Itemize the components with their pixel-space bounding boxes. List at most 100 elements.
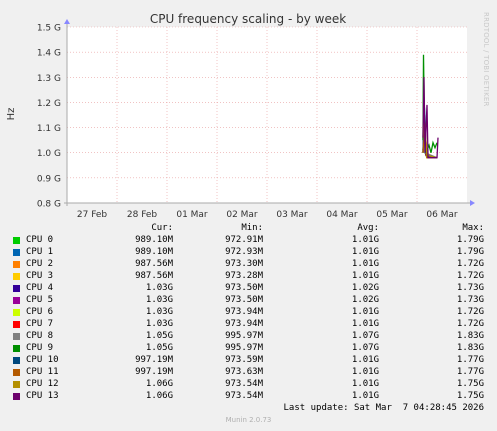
legend-swatch [13, 273, 20, 280]
x-tick-label: 03 Mar [276, 210, 308, 220]
legend-cur: 987.56M [135, 271, 173, 281]
legend-swatch [13, 381, 20, 388]
legend-avg: 1.07G [351, 331, 379, 341]
legend-avg: 1.01G [351, 307, 379, 317]
legend-series-name: CPU 6 [26, 307, 54, 317]
legend-avg: 1.01G [351, 379, 379, 389]
legend-cur: 997.19M [135, 367, 173, 377]
y-tick-label: 1.5 G [37, 24, 61, 34]
legend-series-name: CPU 7 [26, 319, 54, 329]
legend-series-name: CPU 12 [26, 379, 59, 389]
legend-row: CPU 1 989.10M 972.93M 1.01G 1.79G [0, 247, 497, 259]
legend-series-name: CPU 11 [26, 367, 59, 377]
y-tick-label: 1.1 G [37, 124, 61, 134]
legend-min: 973.59M [225, 355, 263, 365]
chart-title: CPU frequency scaling - by week [150, 12, 346, 26]
legend-min: 973.28M [225, 271, 263, 281]
series-line-cpu-13 [422, 77, 439, 159]
legend-series-name: CPU 3 [26, 271, 54, 281]
legend-min: 973.94M [225, 307, 263, 317]
legend-avg: 1.07G [351, 343, 379, 353]
legend-max: 1.79G [456, 235, 484, 245]
legend-row: CPU 7 1.03G 973.94M 1.01G 1.72G [0, 319, 497, 331]
legend-row: CPU 12 1.06G 973.54M 1.01G 1.75G [0, 379, 497, 391]
legend-min: 973.50M [225, 283, 263, 293]
legend-cur: 1.05G [145, 331, 173, 341]
legend-row: CPU 11 997.19M 973.63M 1.01G 1.77G [0, 367, 497, 379]
munin-version: Munin 2.0.73 [225, 416, 272, 424]
legend-swatch [13, 261, 20, 268]
legend-row: CPU 6 1.03G 973.94M 1.01G 1.72G [0, 307, 497, 319]
legend-cur: 1.06G [145, 379, 173, 389]
legend-swatch [13, 309, 20, 316]
legend-max: 1.73G [456, 295, 484, 305]
legend-max: 1.72G [456, 307, 484, 317]
legend-cur: 1.06G [145, 391, 173, 401]
legend-min: 972.91M [225, 235, 263, 245]
legend-avg: 1.02G [351, 295, 379, 305]
legend-swatch [13, 285, 20, 292]
legend-swatch [13, 333, 20, 340]
legend-avg: 1.01G [351, 271, 379, 281]
legend-max: 1.75G [456, 379, 484, 389]
legend-max: 1.72G [456, 271, 484, 281]
legend-cur: 989.10M [135, 247, 173, 257]
x-tick-label: 02 Mar [226, 210, 258, 220]
legend-header-min: Min: [241, 223, 263, 233]
legend-max: 1.83G [456, 331, 484, 341]
legend-max: 1.73G [456, 283, 484, 293]
legend-cur: 987.56M [135, 259, 173, 269]
legend-cur: 989.10M [135, 235, 173, 245]
legend-max: 1.72G [456, 319, 484, 329]
legend-series-name: CPU 9 [26, 343, 54, 353]
legend-cur: 1.05G [145, 343, 173, 353]
legend-swatch [13, 249, 20, 256]
legend-cur: 997.19M [135, 355, 173, 365]
x-tick-label: 06 Mar [426, 210, 458, 220]
legend-min: 972.93M [225, 247, 263, 257]
legend-avg: 1.01G [351, 391, 379, 401]
legend-swatch [13, 321, 20, 328]
last-update: Last update: Sat Mar 7 04:28:45 2026 [283, 403, 484, 413]
legend-avg: 1.01G [351, 247, 379, 257]
x-tick-labels: 27 Feb 28 Feb 01 Mar 02 Mar 03 Mar 04 Mar 05 M… [77, 210, 458, 220]
legend-max: 1.77G [456, 367, 484, 377]
y-tick-label: 0.8 G [37, 200, 61, 210]
legend-cur: 1.03G [145, 319, 173, 329]
legend-min: 973.50M [225, 295, 263, 305]
x-tick-label: 01 Mar [176, 210, 208, 220]
legend-max: 1.75G [456, 391, 484, 401]
legend-swatch [13, 345, 20, 352]
legend-avg: 1.01G [351, 355, 379, 365]
legend-swatch [13, 393, 20, 400]
legend-swatch [13, 297, 20, 304]
legend-avg: 1.01G [351, 259, 379, 269]
legend-min: 973.63M [225, 367, 263, 377]
legend-row: CPU 5 1.03G 973.50M 1.02G 1.73G [0, 295, 497, 307]
legend-avg: 1.02G [351, 283, 379, 293]
y-tick-labels: 0.8 G 0.9 G 1.0 G 1.1 G 1.2 G 1.3 G 1.4 G 1.5 G [37, 24, 61, 210]
legend-header: Cur: Min: Avg: Max: [0, 223, 497, 235]
legend-row: CPU 13 1.06G 973.54M 1.01G 1.75G [0, 391, 497, 403]
legend-row: CPU 4 1.03G 973.50M 1.02G 1.73G [0, 283, 497, 295]
y-axis-arrow [64, 19, 70, 24]
x-axis-arrow [470, 200, 475, 206]
y-tick-label: 1.3 G [37, 74, 61, 84]
legend-max: 1.79G [456, 247, 484, 257]
series-lines [422, 54, 439, 159]
legend-min: 995.97M [225, 343, 263, 353]
grid [67, 26, 467, 203]
legend-swatch [13, 357, 20, 364]
legend-swatch [13, 237, 20, 244]
x-tick-label: 28 Feb [127, 210, 158, 220]
y-axis-label: Hz [6, 108, 17, 121]
x-tick-label: 27 Feb [77, 210, 108, 220]
legend-cur: 1.03G [145, 283, 173, 293]
y-tick-label: 1.4 G [37, 49, 61, 59]
legend-min: 973.54M [225, 379, 263, 389]
legend-swatch [13, 369, 20, 376]
legend-cur: 1.03G [145, 307, 173, 317]
legend-header-cur: Cur: [151, 223, 173, 233]
legend-series-name: CPU 5 [26, 295, 54, 305]
legend-header-max: Max: [462, 223, 484, 233]
